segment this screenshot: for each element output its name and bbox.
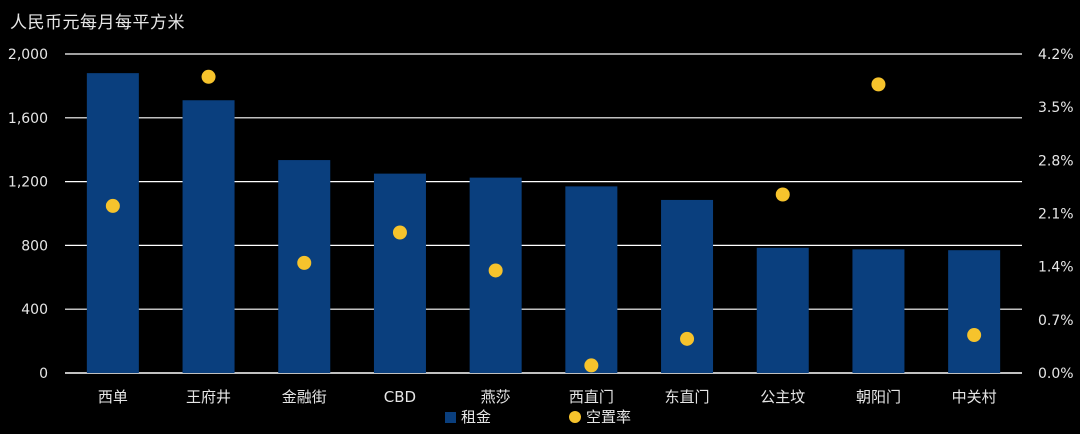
bar: [565, 186, 618, 373]
bar: [86, 73, 139, 373]
left-axis-tick-label: 800: [21, 238, 48, 254]
category-label: 燕莎: [481, 388, 511, 406]
bar: [852, 249, 905, 373]
vacancy-dot: [680, 331, 695, 346]
y-axis-unit-label: 人民币元每月每平方米: [10, 13, 185, 33]
left-axis-tick-label: 1,600: [8, 111, 48, 127]
category-label: 公主坟: [760, 388, 805, 406]
category-label: CBD: [384, 388, 416, 406]
category-label: 东直门: [665, 388, 710, 406]
right-axis-tick-label: 2.1%: [1038, 207, 1074, 223]
right-axis-tick-label: 0.7%: [1038, 313, 1074, 329]
category-label: 金融街: [282, 388, 327, 406]
right-axis-tick-label: 1.4%: [1038, 260, 1074, 276]
bar: [756, 247, 809, 373]
bar: [373, 173, 426, 373]
vacancy-dot: [201, 69, 216, 84]
category-label: 朝阳门: [856, 388, 901, 406]
bar: [948, 250, 1001, 373]
category-label: 中关村: [952, 388, 997, 406]
legend-bar-label: 租金: [461, 408, 491, 426]
left-axis-tick-label: 1,200: [8, 175, 48, 191]
right-axis-tick-label: 3.5%: [1038, 100, 1074, 116]
vacancy-dot: [297, 255, 312, 270]
vacancy-dot: [871, 77, 886, 92]
vacancy-dot: [775, 187, 790, 202]
legend-dot-swatch: [569, 411, 581, 423]
category-label: 西单: [98, 388, 128, 406]
left-axis-tick-label: 0: [39, 366, 48, 382]
bar: [661, 199, 714, 373]
category-label: 王府井: [186, 388, 231, 406]
bar: [182, 100, 235, 373]
vacancy-dot: [392, 225, 407, 240]
legend-dot-label: 空置率: [586, 408, 631, 426]
right-axis-tick-label: 4.2%: [1038, 47, 1074, 63]
left-axis-tick-label: 2,000: [8, 47, 48, 63]
legend-bar-swatch: [445, 412, 456, 423]
left-axis-tick-label: 400: [21, 302, 48, 318]
vacancy-dot: [584, 358, 599, 373]
right-axis-tick-label: 2.8%: [1038, 153, 1074, 169]
right-axis-tick-label: 0.0%: [1038, 366, 1074, 382]
vacancy-dot: [105, 198, 120, 213]
vacancy-dot: [967, 328, 982, 343]
category-label: 西直门: [569, 388, 614, 406]
vacancy-dot: [488, 263, 503, 278]
